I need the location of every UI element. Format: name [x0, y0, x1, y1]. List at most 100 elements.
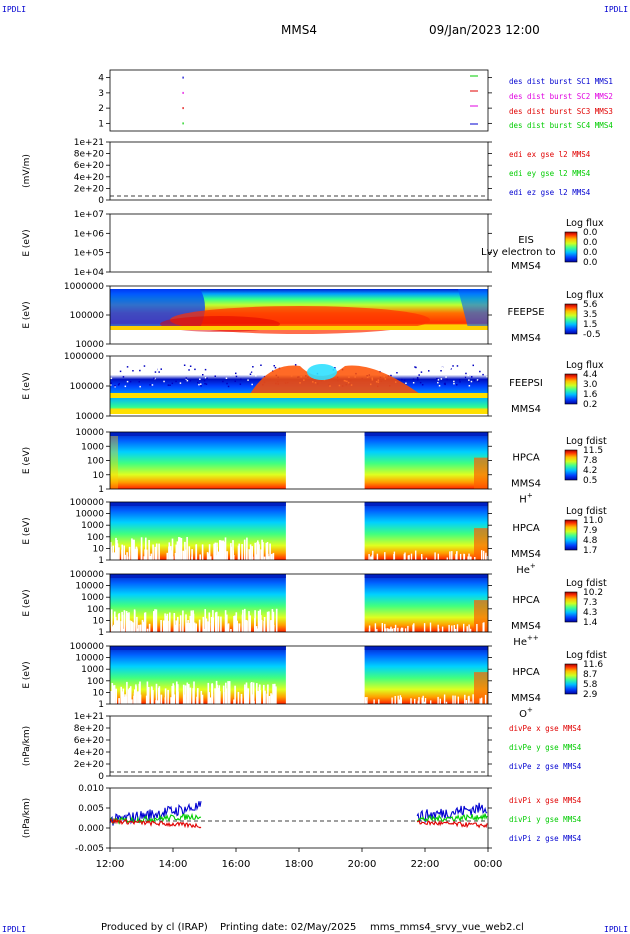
- eis-spacecraft-label: MMS4: [511, 261, 541, 272]
- divpi-trace-x: [109, 817, 202, 829]
- divpe-legend-2: divPe y gse MMS4: [509, 743, 582, 752]
- hpca_h-ytick-label: 10000: [75, 428, 104, 438]
- hpca_he-colorbar-tick: 4.8: [583, 536, 598, 546]
- feepsi-colorbar: [564, 373, 578, 405]
- divpi-ytick-label: 0.010: [78, 784, 104, 794]
- divpe-legend-1: divPe x gse MMS4: [509, 724, 582, 733]
- edi-ytick-label: 6e+20: [74, 161, 105, 171]
- divpi-trace-y: [109, 812, 202, 825]
- hpca_he-ytick-label: 1000: [81, 521, 104, 531]
- hpca_h-ytick-label: 100: [87, 457, 104, 467]
- burst-legend-1: des dist burst SC1 MMS1: [509, 77, 613, 86]
- eis-frame: [109, 213, 489, 273]
- edi-ytick-label: 2e+20: [74, 184, 105, 194]
- feepse-colorbar-tick: 1.5: [583, 320, 597, 330]
- hpca_hepp-spacecraft-label: MMS4: [511, 621, 541, 632]
- divpe-ytick-label: 0: [98, 772, 104, 782]
- eis-colorbar-title: Log flux: [566, 218, 604, 229]
- hpca_h-instrument-label: HPCA: [512, 453, 540, 464]
- divpi-ytick-label: 0.000: [78, 824, 104, 834]
- eis-ytick-label: 1e+07: [74, 210, 104, 220]
- hpca_o-spectrogram: [110, 646, 488, 704]
- hpca_o-ytick-label: 100: [87, 677, 104, 687]
- hpca_he-ylabel: E (eV): [22, 517, 32, 544]
- burst-ytick-label: 3: [98, 89, 104, 99]
- feepse-ytick-label: 1000000: [64, 282, 104, 292]
- hpca_he-spacecraft-label: MMS4: [511, 549, 541, 560]
- feepsi-instrument-label: FEEPSI: [509, 378, 543, 389]
- edi-ytick-label: 0: [98, 196, 104, 206]
- hpca_he-colorbar-title: Log fdist: [566, 506, 607, 517]
- divpi-trace-z: [109, 801, 202, 826]
- hpca_h-colorbar-tick: 0.5: [583, 476, 597, 486]
- hpca_hepp-colorbar-tick: 1.4: [583, 618, 598, 628]
- hpca_h-ytick-label: 1: [98, 485, 104, 495]
- burst-frame: [109, 69, 489, 132]
- hpca_o-ytick-label: 1000: [81, 665, 104, 675]
- burst-ytick-label: 1: [98, 119, 104, 129]
- feepse-colorbar-title: Log flux: [566, 290, 604, 301]
- feepse-colorbar-tick: 5.6: [583, 300, 598, 310]
- eis-ytick-label: 1e+06: [74, 229, 105, 239]
- hpca_o-colorbar-title: Log fdist: [566, 650, 607, 661]
- hpca_h-colorbar-title: Log fdist: [566, 436, 607, 447]
- edi-legend-2: edi ey gse l2 MMS4: [509, 169, 591, 178]
- feepsi-spectrogram: [110, 358, 488, 414]
- edi-frame: [109, 141, 489, 201]
- eis-colorbar-tick: 0.0: [583, 248, 598, 258]
- hpca_o-ytick-label: 10000: [75, 654, 104, 664]
- burst-point-4: [182, 122, 184, 125]
- burst-ytick-label: 2: [98, 104, 104, 114]
- burst-point-1: [182, 76, 184, 79]
- eis-ytick-label: 1e+04: [74, 268, 105, 278]
- hpca_o-colorbar-tick: 11.6: [583, 660, 603, 670]
- footer-script-name: mms_mms4_srvy_vue_web2.cl: [370, 922, 524, 933]
- feepse-instrument-label: FEEPSE: [507, 307, 544, 318]
- hpca_o-frame: [109, 645, 489, 705]
- hpca_h-ytick-label: 10: [93, 471, 105, 481]
- feepse-colorbar-tick: -0.5: [583, 330, 601, 340]
- eis-colorbar-tick: 0.0: [583, 238, 598, 248]
- hpca_hepp-frame: [109, 573, 489, 633]
- divpe-frame: [109, 715, 489, 777]
- hpca_he-frame: [109, 501, 489, 561]
- edi-ytick-label: 1e+21: [74, 138, 104, 148]
- hpca_h-colorbar-tick: 7.8: [583, 456, 598, 466]
- divpi-ytick-label: 0.005: [78, 804, 104, 814]
- hpca_hepp-spectrogram: [110, 574, 488, 632]
- divpi-legend-2: divPi y gse MMS4: [509, 815, 582, 824]
- panel-eis: 1e+07 1e+06 1e+05 1e+04 E (eV) EIS MMS4 Lvy ele…: [22, 210, 604, 278]
- corner-tag-bottom-right: IPDLI: [604, 925, 628, 934]
- hpca_o-colorbar-tick: 5.8: [583, 680, 598, 690]
- feepse-ytick-label: 100000: [70, 311, 105, 321]
- panel-feepsi: 1000000 100000 10000 E (eV) FEEPSI MMS4 Log fl…: [22, 352, 604, 422]
- divpi-legend-1: divPi x gse MMS4: [509, 796, 582, 805]
- x-tick-label: 20:00: [348, 859, 377, 870]
- hpca_hepp-species-label: He++: [513, 634, 539, 648]
- x-tick-label: 14:00: [159, 859, 188, 870]
- burst-point-2: [182, 91, 184, 94]
- hpca_hepp-colorbar: [564, 591, 578, 623]
- corner-tag-bottom-left: IPDLI: [2, 925, 26, 934]
- spacecraft-title: MMS4: [281, 23, 317, 37]
- date-time-title: 09/Jan/2023 12:00: [429, 23, 540, 37]
- hpca_he-ytick-label: 100: [87, 533, 104, 543]
- feepsi-colorbar-tick: 1.6: [583, 390, 598, 400]
- x-tick-label: 12:00: [96, 859, 125, 870]
- feepse-ytick-label: 10000: [75, 340, 104, 350]
- hpca_o-colorbar-tick: 8.7: [583, 670, 597, 680]
- divpi-trace-x: [416, 819, 488, 829]
- hpca_he-ytick-label: 10000: [75, 510, 104, 520]
- feepsi-colorbar-tick: 4.4: [583, 370, 598, 380]
- hpca_o-species-label: O+: [519, 706, 533, 720]
- edi-ytick-label: 4e+20: [74, 173, 105, 183]
- divpe-ytick-label: 8e+20: [74, 724, 105, 734]
- footer-printing-date: Printing date: 02/May/2025: [220, 922, 356, 933]
- panel-hpca_h: 10000 1000 100 10 1 E (eV) HPCA MMS4 H+ Log fdist…: [22, 428, 607, 506]
- panel-feepse: 1000000 100000 10000 E (eV) FEEPSE MMS4 Log fl…: [22, 282, 604, 350]
- edi-legend-1: edi ex gse l2 MMS4: [509, 150, 591, 159]
- eis-colorbar-tick: 0.0: [583, 258, 598, 268]
- divpe-legend-3: divPe z gse MMS4: [509, 762, 582, 771]
